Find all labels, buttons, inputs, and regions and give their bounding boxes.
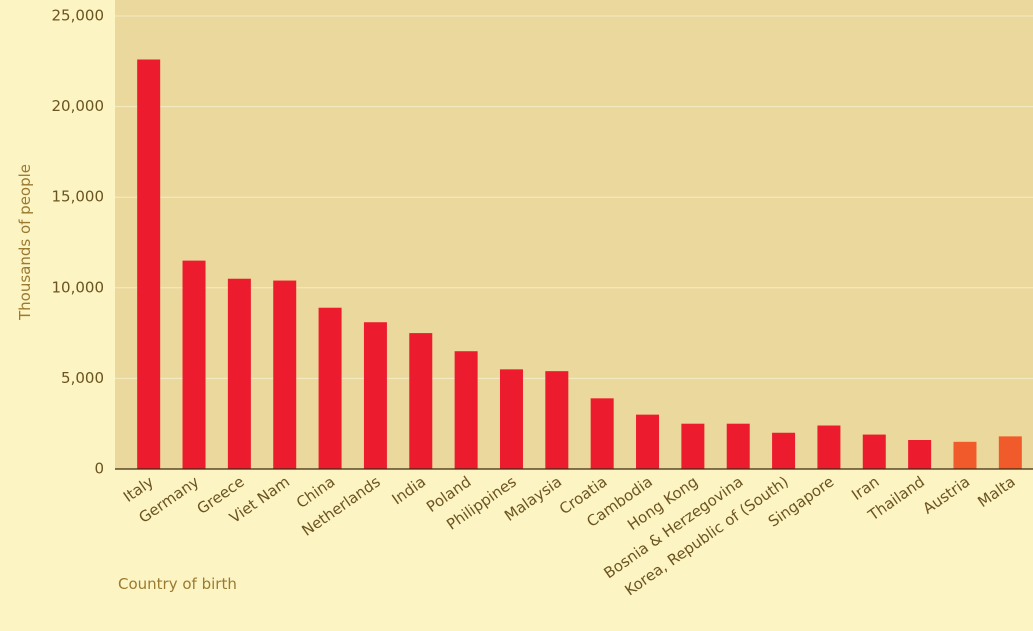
y-tick-label: 20,000 [52,97,105,115]
bar [137,59,160,469]
bar [999,436,1022,469]
chart: Thousands of people Country of birth 0 5,… [0,0,1033,631]
plot-area [115,0,1033,469]
bar [273,281,296,469]
bar [953,442,976,469]
bar [228,279,251,469]
bar [500,369,523,469]
y-tick-label: 10,000 [52,278,105,296]
bar [817,426,840,469]
bar [409,333,432,469]
bar [183,261,206,469]
bar [863,435,886,469]
bar [455,351,478,469]
bar [772,433,795,469]
bar [591,398,614,469]
bar [636,415,659,469]
y-tick-label: 0 [94,460,104,478]
bar [364,322,387,469]
bar [908,440,931,469]
y-tick-label: 15,000 [52,188,105,206]
bar [319,308,342,469]
bar [681,424,704,469]
y-tick-label: 25,000 [52,7,105,25]
bar [545,371,568,469]
x-axis-label: Country of birth [118,575,237,593]
y-tick-label: 5,000 [61,369,104,387]
y-axis-label: Thousands of people [16,164,34,321]
bar [727,424,750,469]
